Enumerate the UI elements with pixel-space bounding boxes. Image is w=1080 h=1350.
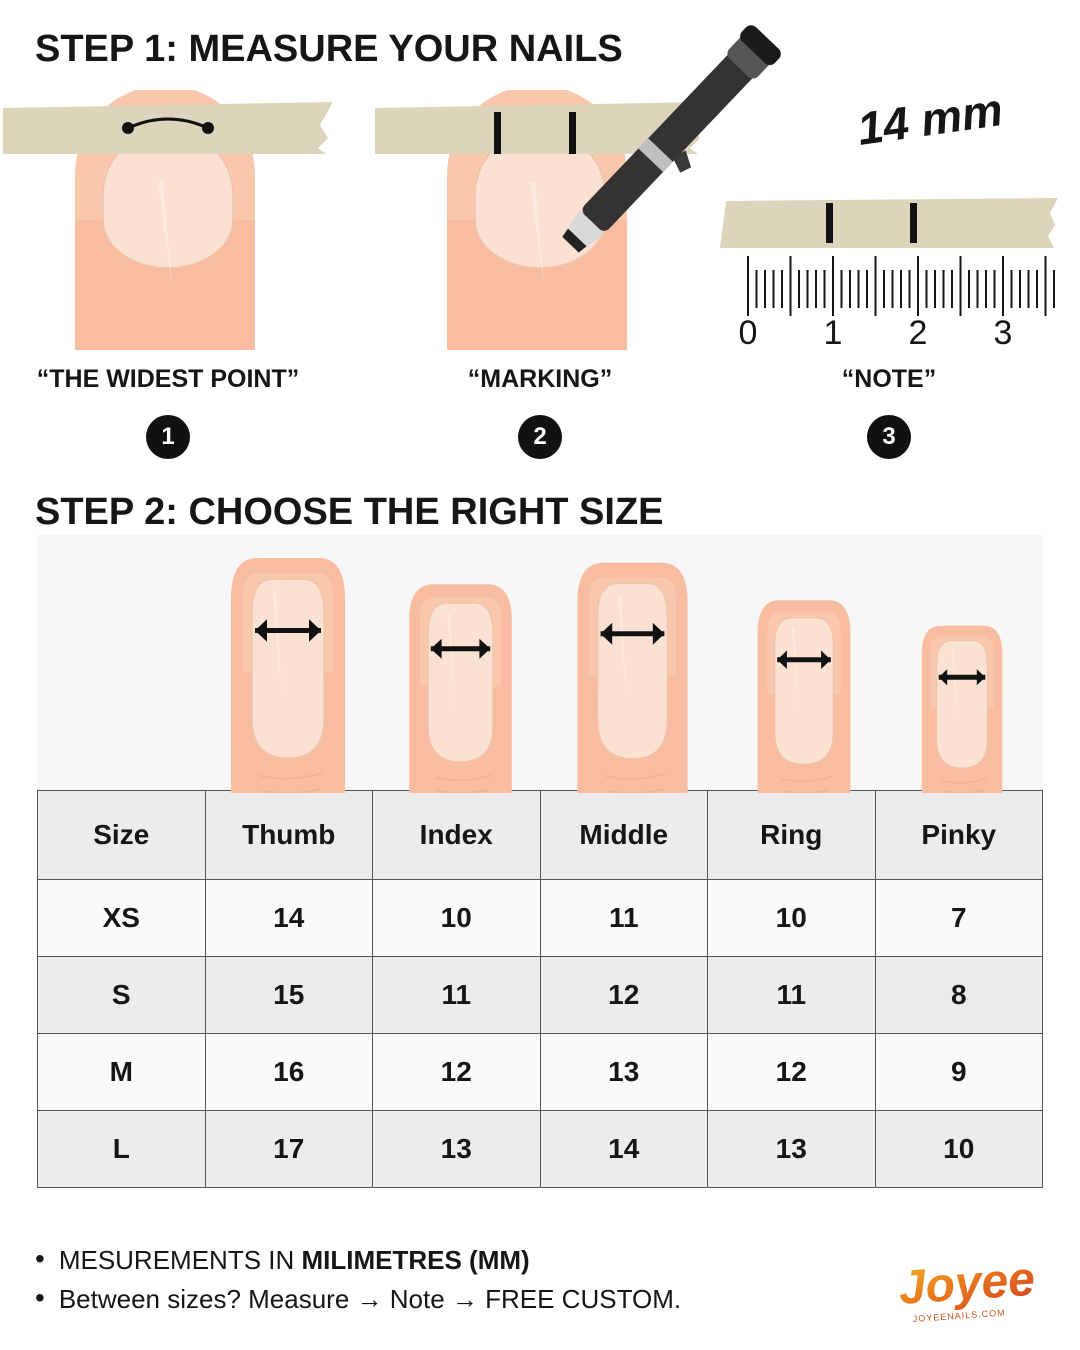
svg-text:1: 1 (824, 314, 843, 352)
svg-text:0: 0 (739, 314, 758, 352)
svg-text:Joyee: Joyee (897, 1253, 1036, 1315)
svg-text:3: 3 (994, 314, 1013, 352)
svg-text:2: 2 (909, 314, 928, 352)
svg-text:14 mm: 14 mm (854, 85, 1006, 155)
